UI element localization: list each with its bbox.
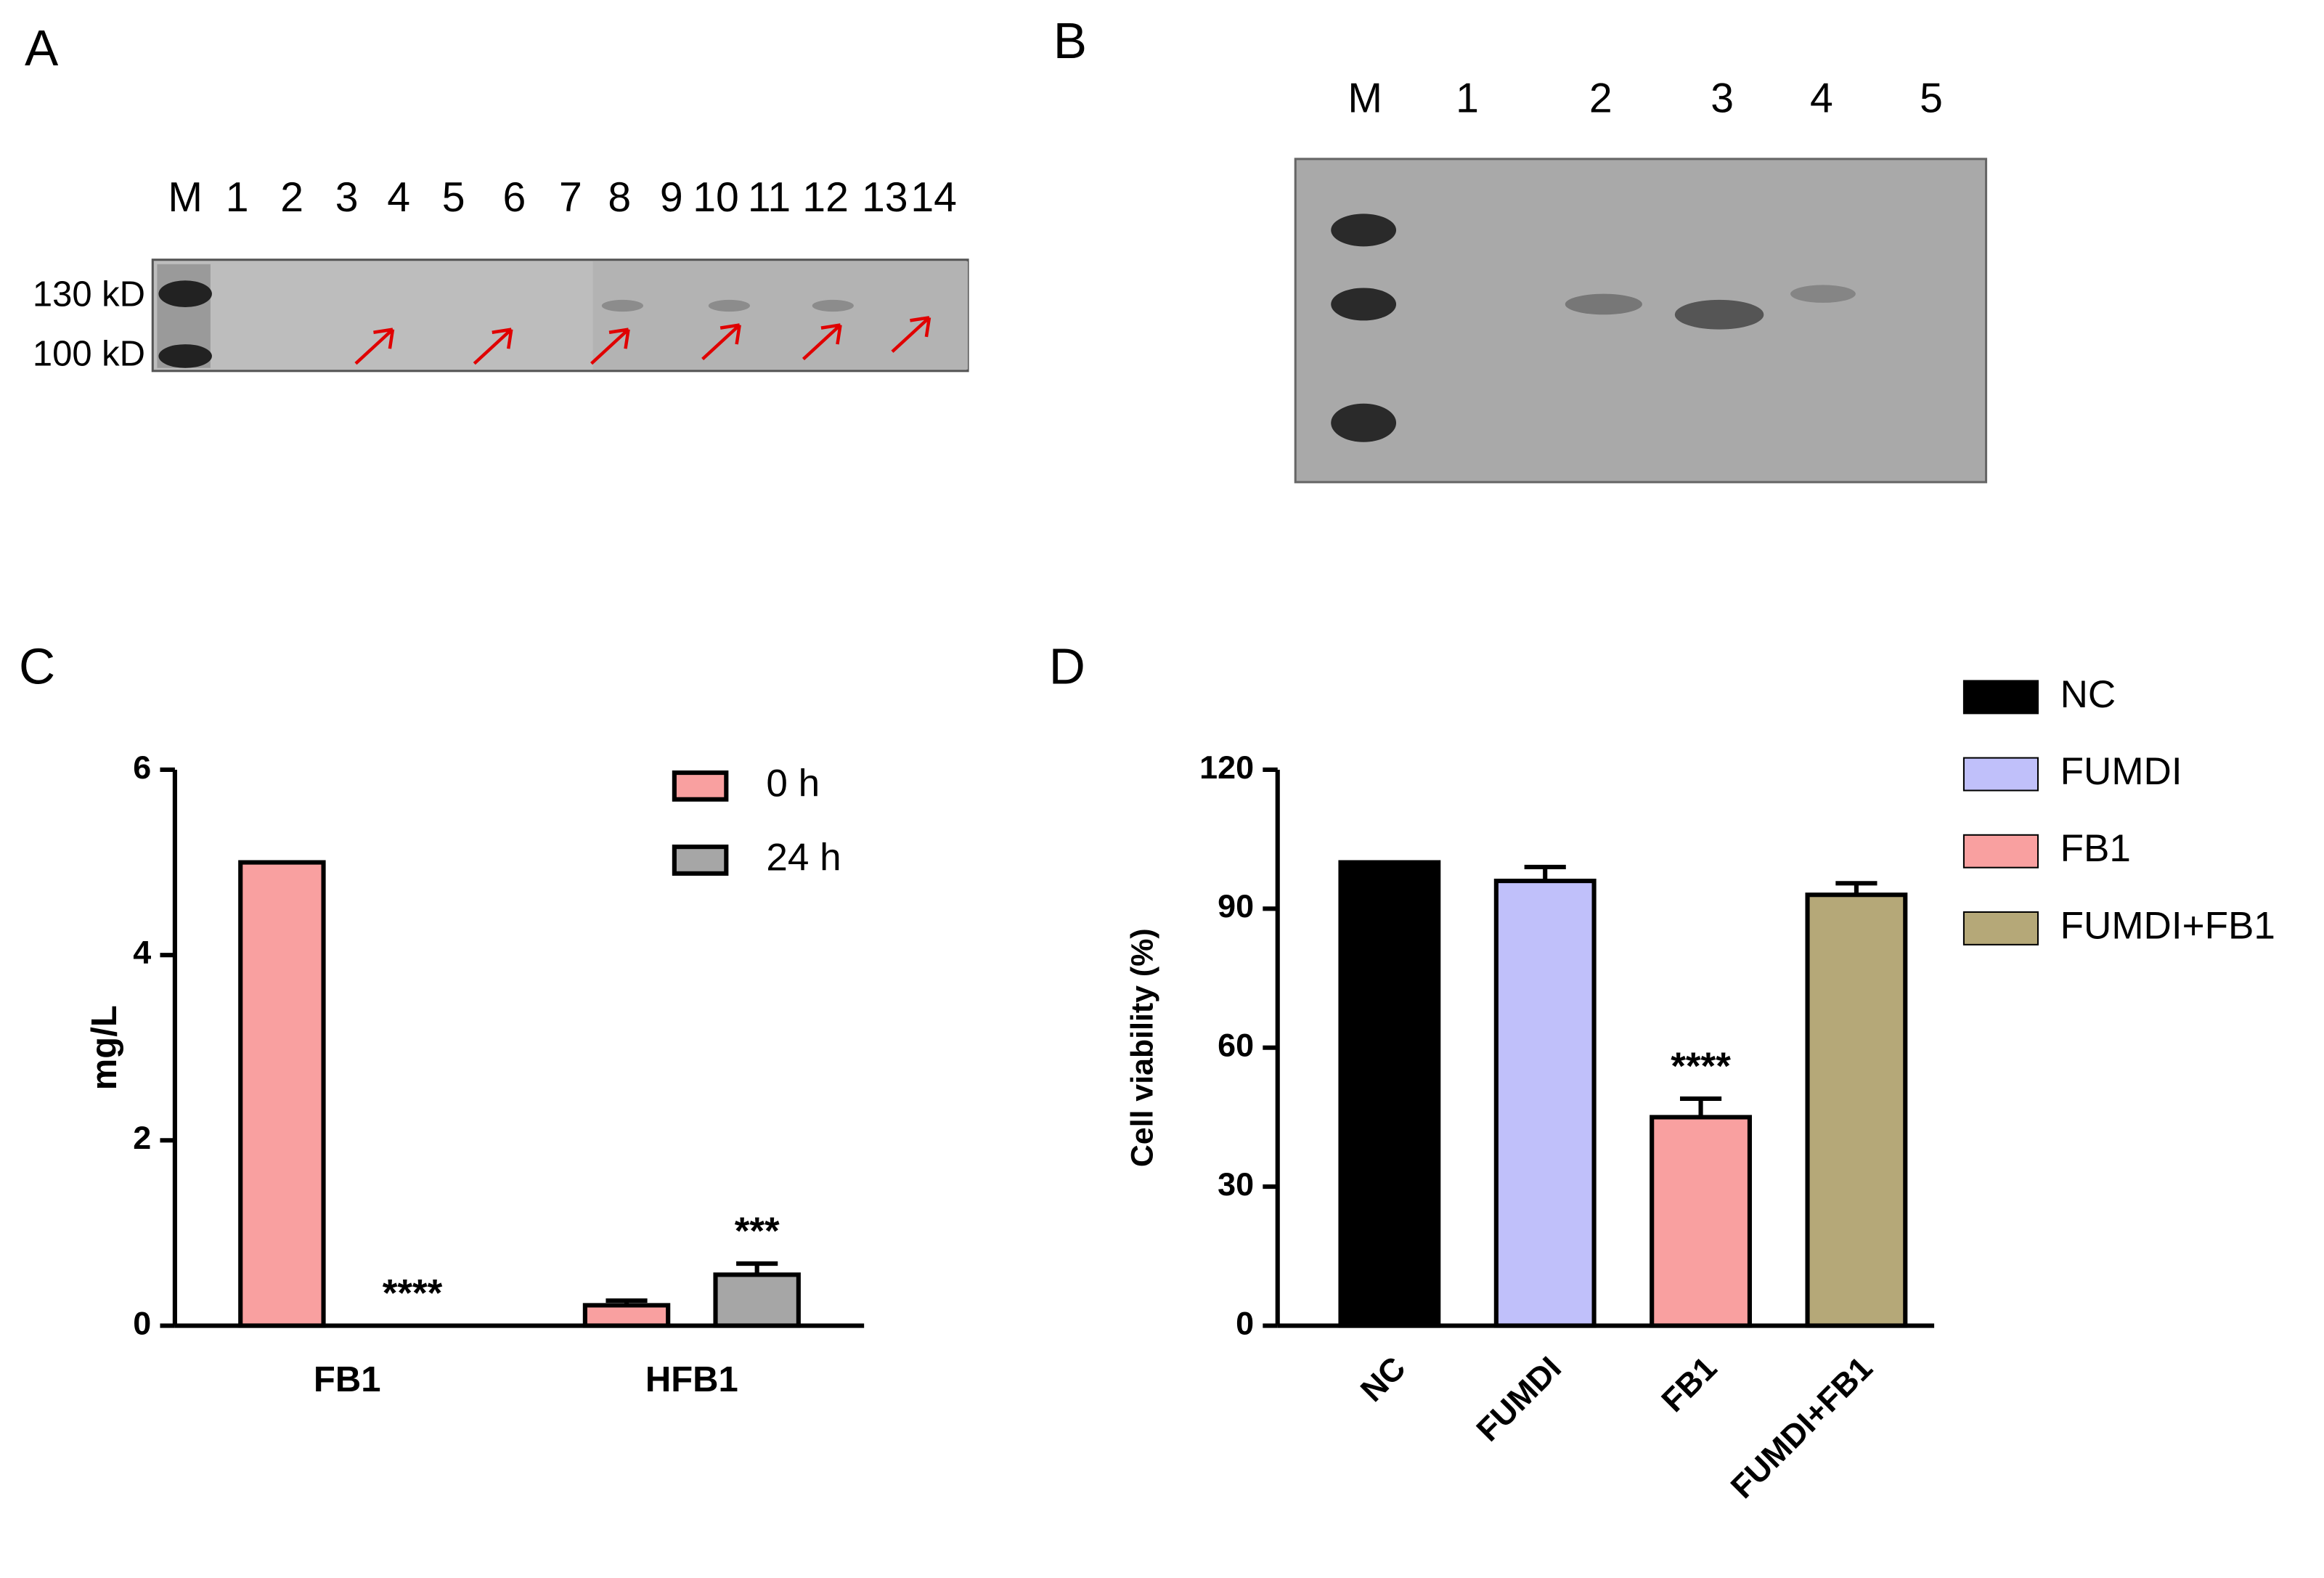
lane-label: 1: [1456, 75, 1479, 121]
x-tick-label: FB1: [314, 1360, 381, 1399]
x-tick-label: NC: [1353, 1349, 1413, 1409]
lane-label: 5: [442, 174, 465, 221]
band: [601, 299, 643, 312]
y-tick-label: 30: [1218, 1166, 1254, 1203]
legend-swatch: [1962, 834, 2039, 869]
marker-label: 100 kD: [33, 334, 145, 373]
panel-label: D: [1049, 638, 1085, 695]
bar: [1493, 879, 1597, 1328]
marker-band: [1331, 213, 1397, 247]
error-bar: [1524, 864, 1566, 882]
lane-label: 12: [802, 174, 849, 221]
bar: [713, 1272, 801, 1328]
lane-label: 9: [660, 174, 683, 221]
gel-a: [151, 259, 969, 373]
legend-label: FUMDI+FB1: [2060, 904, 2275, 947]
lane-label: 14: [910, 174, 957, 221]
lane-label: 3: [1711, 75, 1734, 121]
marker-label: 130 kD: [33, 275, 145, 314]
lane-label: M: [168, 174, 203, 221]
lane-label: 7: [559, 174, 582, 221]
y-tick-label: 90: [1218, 887, 1254, 924]
bar: [582, 1303, 671, 1328]
band: [1565, 293, 1642, 315]
lane-label: 6: [502, 174, 526, 221]
legend-swatch: [672, 845, 729, 876]
gel-b: [1294, 158, 1988, 484]
y-tick-label: 6: [133, 749, 151, 786]
error-bar: [606, 1298, 648, 1306]
panel-label: A: [25, 20, 59, 76]
marker-band: [158, 344, 212, 368]
band: [708, 299, 750, 312]
lane-label: 3: [335, 174, 359, 221]
x-tick-label: FUMDI: [1469, 1349, 1568, 1449]
lane-label: 10: [693, 174, 739, 221]
annotation: ***: [735, 1210, 780, 1253]
y-tick-label: 4: [133, 934, 151, 971]
band: [1674, 299, 1764, 330]
legend-swatch: [1962, 911, 2039, 945]
marker-band: [158, 280, 212, 308]
y-tick-label: 0: [133, 1304, 151, 1341]
legend-swatch: [1962, 680, 2039, 715]
lane-label: 11: [748, 174, 791, 221]
bar: [238, 860, 326, 1328]
error-bar: [1679, 1096, 1722, 1118]
marker-band: [1331, 288, 1397, 321]
y-tick-label: 120: [1199, 749, 1254, 786]
lane-label: 2: [280, 174, 303, 221]
legend-swatch: [672, 770, 729, 802]
annotation: ****: [1671, 1045, 1731, 1088]
legend-label: NC: [2060, 673, 2116, 716]
marker-band: [1331, 403, 1397, 442]
x-tick-label: HFB1: [645, 1360, 738, 1399]
error-bar: [1835, 881, 1877, 895]
band: [812, 299, 854, 312]
y-tick-label: 2: [133, 1119, 151, 1156]
annotation: ****: [383, 1272, 443, 1315]
bar: [1650, 1115, 1752, 1328]
error-bar: [736, 1261, 778, 1275]
legend-label: 24 h: [766, 837, 841, 879]
legend-label: 0 h: [766, 762, 820, 805]
y-tick-label: 60: [1218, 1027, 1254, 1064]
lane-label: 5: [1920, 75, 1943, 121]
y-axis-title: Cell viability (%): [1125, 928, 1159, 1167]
panel-label: C: [19, 638, 55, 695]
legend-swatch: [1962, 757, 2039, 792]
arrows: [354, 316, 931, 365]
lane-label: 4: [1810, 75, 1833, 121]
legend-label: FUMDI: [2060, 750, 2182, 793]
legend-label: FB1: [2060, 827, 2131, 870]
gel: [1294, 158, 1988, 484]
y-tick-label: 0: [1236, 1304, 1254, 1341]
lane-label: 2: [1589, 75, 1612, 121]
bar: [1805, 892, 1908, 1328]
lane-label: M: [1347, 75, 1382, 121]
band: [1790, 285, 1856, 303]
x-tick-label: FUMDI+FB1: [1724, 1349, 1880, 1505]
gel-region: [592, 261, 969, 370]
panel-label: B: [1053, 12, 1087, 69]
lane-label: 1: [226, 174, 249, 221]
lane-label: 4: [387, 174, 410, 221]
bar: [1338, 860, 1441, 1328]
lane-label: 8: [608, 174, 631, 221]
y-axis-title: mg/L: [85, 1005, 124, 1090]
lane-label: 13: [862, 174, 908, 221]
x-tick-label: FB1: [1654, 1349, 1724, 1419]
